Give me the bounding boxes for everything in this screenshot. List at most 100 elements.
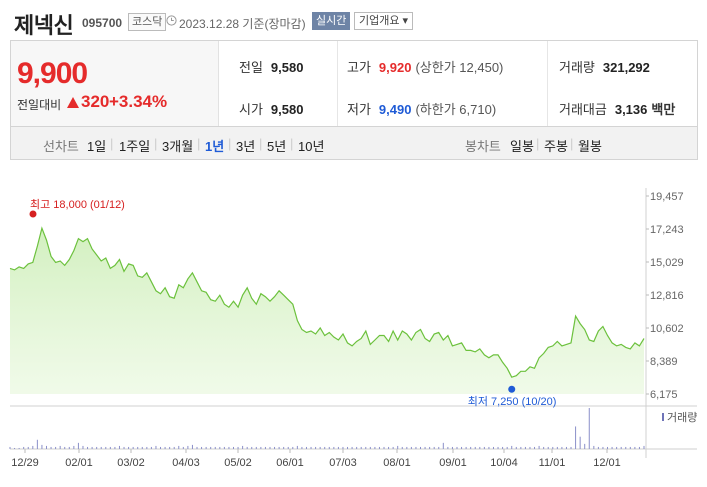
volume-bar	[388, 446, 390, 449]
volume-bar	[109, 446, 111, 449]
volume-bar	[643, 445, 645, 449]
volume-bar	[365, 446, 367, 449]
volume-bar	[634, 446, 636, 449]
volume-bar	[333, 446, 335, 449]
volume-bar	[556, 446, 558, 449]
volume-bar	[360, 446, 362, 449]
change-label: 전일대비	[17, 98, 62, 112]
y-tick-label: 10,602	[650, 323, 684, 335]
stat-label: 저가	[347, 102, 371, 117]
volume-bar	[160, 446, 162, 449]
volume-bar	[274, 446, 276, 449]
stat-label: 전일	[239, 60, 263, 75]
stat-value: 9,580	[270, 102, 304, 117]
current-price: 9,900	[17, 57, 88, 90]
volume-bar	[64, 446, 66, 449]
x-tick-label: 04/03	[172, 457, 200, 469]
volume-bar	[607, 446, 609, 449]
volume-legend-label: 거래량	[667, 411, 697, 424]
volume-bar	[50, 446, 52, 449]
volume-bar	[219, 446, 221, 449]
volume-bar	[597, 446, 599, 449]
volume-bar	[73, 445, 75, 449]
separator: |	[197, 136, 201, 151]
volume-bar	[593, 445, 595, 449]
volume-bar	[205, 446, 207, 449]
volume-bar	[27, 446, 29, 449]
volume-bar	[534, 446, 536, 449]
x-tick-label: 09/01	[439, 457, 467, 469]
low-marker	[508, 385, 516, 393]
lower-limit: (하한가 6,710)	[415, 102, 497, 117]
separator: |	[259, 136, 263, 151]
volume-bar	[319, 446, 321, 449]
change-percent: +3.34%	[109, 92, 168, 111]
volume-bar	[579, 436, 581, 449]
volume-bar	[255, 446, 257, 449]
volume-bar	[32, 445, 34, 449]
separator: |	[536, 136, 540, 151]
volume-bar	[406, 446, 408, 449]
price-area	[10, 228, 644, 394]
realtime-button[interactable]: 실시간	[312, 12, 351, 30]
volume-bar	[351, 446, 353, 449]
clock-icon	[166, 15, 177, 26]
candle-daily[interactable]: 일봉	[510, 139, 534, 154]
period-3y[interactable]: 3년	[236, 139, 256, 154]
stat-low: 저가 9,490 (하한가 6,710)	[347, 99, 496, 118]
volume-bar	[228, 446, 230, 449]
volume-bar	[141, 446, 143, 449]
volume-bar	[196, 446, 198, 449]
volume-bar	[461, 446, 463, 449]
base-date: 2023.12.28 기준(장마감)	[179, 17, 306, 31]
volume-bar	[178, 445, 180, 449]
volume-bar	[561, 446, 563, 449]
volume-bar	[324, 446, 326, 449]
candle-monthly[interactable]: 월봉	[578, 139, 602, 154]
low-label: 최저 7,250 (10/20)	[468, 395, 557, 408]
stat-unit: 백만	[651, 102, 676, 117]
volume-bar	[14, 447, 16, 449]
volume-bar	[137, 446, 139, 449]
volume-bar	[479, 446, 481, 449]
separator: |	[290, 136, 294, 151]
volume-bar	[429, 446, 431, 449]
volume-bar	[59, 445, 61, 449]
stat-high: 고가 9,920 (상한가 12,450)	[347, 57, 503, 76]
volume-bar	[638, 446, 640, 449]
period-10y[interactable]: 10년	[298, 139, 325, 154]
y-tick-label: 12,816	[650, 290, 684, 302]
volume-bar	[620, 446, 622, 449]
y-tick-label: 17,243	[650, 224, 684, 236]
stock-code: 095700	[82, 16, 123, 30]
period-1d[interactable]: 1일	[87, 139, 107, 154]
volume-bar	[410, 446, 412, 449]
volume-bar	[232, 446, 234, 449]
candle-chart-caption: 봉차트	[465, 139, 501, 154]
volume-bar	[264, 446, 266, 449]
volume-bar	[77, 442, 79, 449]
volume-bar	[524, 446, 526, 449]
candle-weekly[interactable]: 주봉	[544, 139, 568, 154]
volume-bar	[169, 446, 171, 449]
volume-bar	[337, 446, 339, 449]
volume-bar	[164, 446, 166, 449]
period-5y[interactable]: 5년	[267, 139, 287, 154]
volume-bar	[68, 446, 70, 449]
up-triangle-icon	[67, 97, 79, 108]
volume-bar	[23, 446, 25, 449]
stat-value: 321,292	[602, 60, 650, 75]
volume-bar	[287, 446, 289, 449]
price-chart: 19,457 17,243 15,029 12,816 10,602 8,389 6,175…	[9, 188, 697, 469]
company-overview-button[interactable]: 기업개요 ▾	[354, 12, 414, 30]
volume-bar	[96, 446, 98, 449]
volume-bar	[401, 446, 403, 449]
period-3m[interactable]: 3개월	[162, 139, 194, 154]
volume-bar	[424, 446, 426, 449]
period-1y[interactable]: 1년	[205, 139, 225, 154]
period-1w[interactable]: 1주일	[119, 139, 151, 154]
stat-prev-close: 전일 9,580	[239, 57, 303, 76]
volume-bar	[242, 445, 244, 449]
volume-bar	[246, 446, 248, 449]
stat-label: 거래대금	[559, 102, 607, 117]
